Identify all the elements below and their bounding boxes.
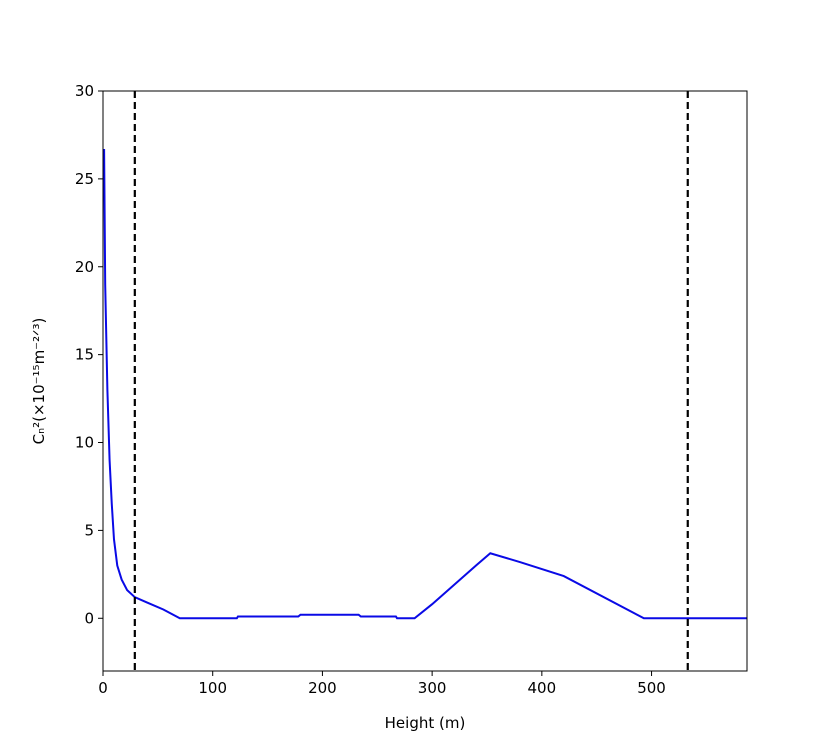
y-axis-label: Cₙ²(×10⁻¹⁵m⁻²ᐟ³) [30,318,48,445]
data-line [103,148,747,620]
y-tick-label: 5 [84,521,94,539]
x-tick-label: 300 [418,679,447,697]
y-tick-label: 30 [75,82,94,100]
x-tick-label: 100 [198,679,227,697]
y-tick-label: 10 [75,434,94,452]
x-axis-label: Height (m) [385,714,466,732]
y-tick-label: 15 [75,346,94,364]
y-tick-label: 0 [84,609,94,627]
x-tick-label: 500 [637,679,666,697]
x-tick-label: 200 [308,679,337,697]
y-tick-label: 25 [75,170,94,188]
plot-frame [102,90,748,672]
x-tick-label: 400 [528,679,557,697]
x-tick-label: 0 [98,679,108,697]
y-tick-label: 20 [75,258,94,276]
